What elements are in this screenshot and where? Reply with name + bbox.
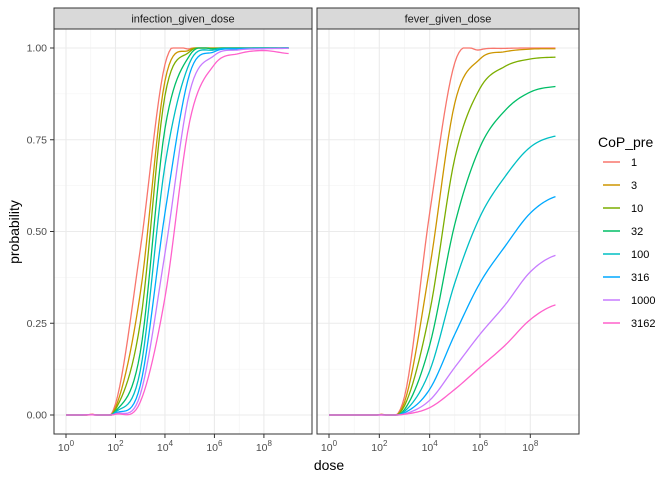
- x-axis-label: dose: [314, 457, 345, 473]
- y-tick-label: 0.50: [27, 226, 48, 238]
- legend-label-1: 1: [631, 157, 637, 169]
- x-tick-label: 108: [256, 439, 273, 454]
- x-tick-label: 104: [157, 439, 174, 454]
- panel-infection-given-dose: infection_given_dose: [53, 7, 313, 435]
- series-line-3162: [329, 304, 556, 416]
- legend-label-316: 316: [631, 272, 649, 284]
- panel-fever-given-dose: fever_given_dose: [316, 7, 580, 435]
- legend-label-100: 100: [631, 249, 649, 261]
- lines-left: [65, 47, 289, 416]
- series-line-3162: [66, 49, 289, 416]
- strip-title-fever-given-dose: fever_given_dose: [405, 14, 492, 26]
- y-tick-label: 0.75: [27, 134, 48, 146]
- strip-title-infection-given-dose: infection_given_dose: [131, 14, 234, 26]
- legend-label-3162: 3162: [631, 318, 655, 330]
- y-tick-label: 1.00: [27, 43, 48, 55]
- y-tick-label: 0.00: [27, 410, 48, 422]
- x-tick-label: 108: [522, 439, 539, 454]
- y-axis-label: probability: [6, 200, 22, 264]
- legend-label-10: 10: [631, 203, 643, 215]
- legend-items: 1 3 10 32 100 316 1000 3162: [603, 157, 655, 330]
- legend: CoP_pre 1 3 10 32 100 316 1000 3162: [598, 134, 655, 330]
- legend-title: CoP_pre: [598, 134, 653, 150]
- x-tick-label: 106: [472, 439, 489, 454]
- y-axis: 0.00 0.25 0.50 0.75 1.00: [27, 43, 54, 422]
- x-axes: 100 102 104 106 108 100 102 104 106 108: [58, 434, 539, 454]
- grid-left: [54, 29, 312, 434]
- x-tick-label: 106: [206, 439, 223, 454]
- panel-border-right: [316, 28, 580, 435]
- x-tick-label: 100: [321, 439, 338, 454]
- legend-label-1000: 1000: [631, 295, 655, 307]
- x-tick-label: 102: [371, 439, 388, 454]
- x-tick-label: 100: [58, 439, 75, 454]
- x-tick-label: 102: [107, 439, 124, 454]
- legend-label-32: 32: [631, 226, 643, 238]
- y-tick-label: 0.25: [27, 318, 48, 330]
- lines-right: [329, 47, 556, 416]
- legend-label-3: 3: [631, 180, 637, 192]
- x-tick-label: 104: [422, 439, 439, 454]
